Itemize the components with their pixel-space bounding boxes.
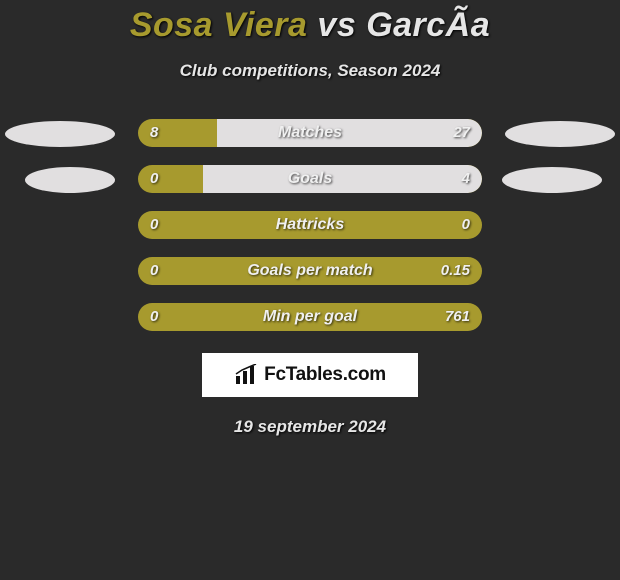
- stats-container: Matches827Goals04Hattricks00Goals per ma…: [0, 119, 620, 349]
- chart-icon: [234, 364, 260, 386]
- stat-value-right: 0.15: [441, 257, 470, 285]
- stat-bar-fill: [203, 165, 482, 193]
- comparison-infographic: Sosa Viera vs GarcÃ­a Club competitions,…: [0, 0, 620, 580]
- subtitle: Club competitions, Season 2024: [0, 61, 620, 81]
- stat-bar-track: [138, 119, 482, 147]
- stat-value-left: 0: [150, 211, 158, 239]
- stat-value-left: 0: [150, 303, 158, 331]
- vs-text: vs: [317, 6, 356, 44]
- stat-value-right: 27: [453, 119, 470, 147]
- stat-row: Matches827: [0, 119, 620, 165]
- stat-value-right: 0: [462, 211, 470, 239]
- logo-box: FcTables.com: [202, 353, 418, 397]
- stat-value-left: 0: [150, 257, 158, 285]
- stat-row: Hattricks00: [0, 211, 620, 257]
- stat-row: Goals per match00.15: [0, 257, 620, 303]
- stat-bar-track: [138, 211, 482, 239]
- logo-text: FcTables.com: [264, 364, 386, 386]
- player1-badge: [25, 167, 115, 193]
- stat-value-left: 0: [150, 165, 158, 193]
- stat-bar-fill: [217, 119, 482, 147]
- stat-bar-track: [138, 303, 482, 331]
- logo: FcTables.com: [234, 364, 386, 386]
- player1-badge: [5, 121, 115, 147]
- player2-badge: [502, 167, 602, 193]
- date-text: 19 september 2024: [0, 417, 620, 437]
- stat-value-right: 4: [462, 165, 470, 193]
- stat-value-left: 8: [150, 119, 158, 147]
- stat-value-right: 761: [445, 303, 470, 331]
- stat-row: Min per goal0761: [0, 303, 620, 349]
- player2-badge: [505, 121, 615, 147]
- player2-name: GarcÃ­a: [366, 6, 490, 44]
- stat-row: Goals04: [0, 165, 620, 211]
- page-title: Sosa Viera vs GarcÃ­a: [0, 0, 620, 45]
- stat-bar-track: [138, 165, 482, 193]
- player1-name: Sosa Viera: [130, 6, 308, 44]
- stat-bar-track: [138, 257, 482, 285]
